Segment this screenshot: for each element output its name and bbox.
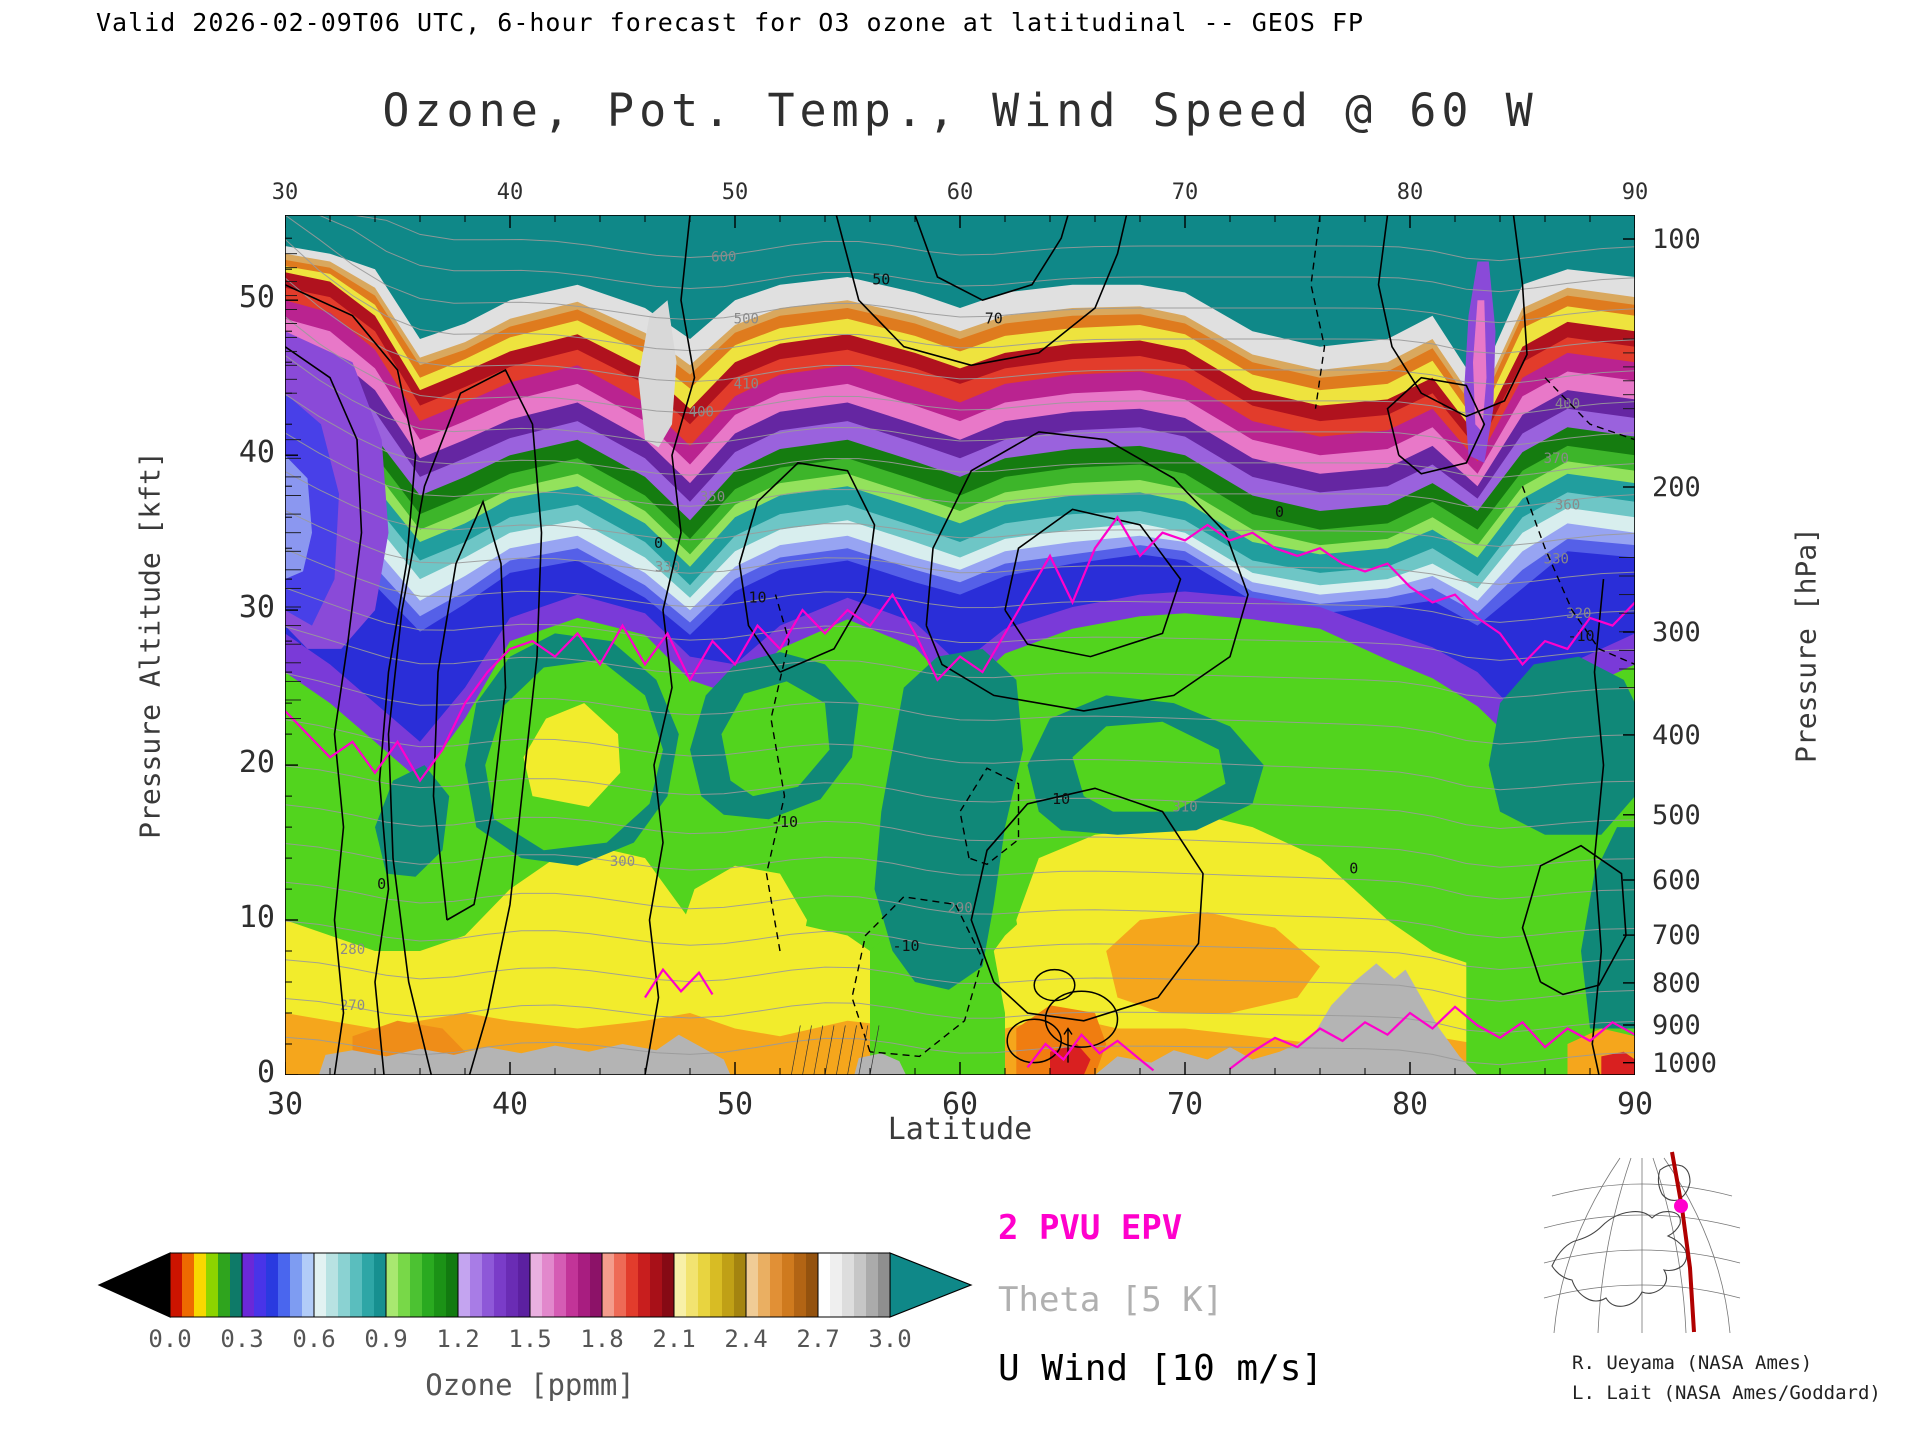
y-right-tick-label: 800: [1652, 967, 1701, 999]
svg-text:70: 70: [985, 310, 1003, 328]
x-axis-tick-label: 40: [491, 1087, 529, 1122]
y-right-tick-label: 700: [1652, 920, 1701, 952]
y-right-tick-label: 200: [1652, 471, 1701, 503]
y-left-tick-label: 30: [238, 590, 275, 626]
svg-text:10: 10: [748, 588, 766, 606]
svg-text:1.5: 1.5: [508, 1325, 551, 1353]
svg-text:3.0: 3.0: [868, 1325, 911, 1353]
svg-text:0: 0: [377, 875, 386, 893]
x-axis-top-tick-label: 70: [1171, 180, 1199, 205]
y-right-tick-label: 400: [1652, 719, 1701, 751]
svg-text:50: 50: [872, 271, 890, 289]
svg-text:2.4: 2.4: [724, 1325, 767, 1353]
svg-text:1.2: 1.2: [436, 1325, 479, 1353]
y-left-axis-title: Pressure Altitude [kft]: [133, 451, 167, 839]
svg-text:400: 400: [689, 404, 714, 420]
x-axis-top-tick-label: 40: [496, 180, 524, 205]
svg-text:0: 0: [654, 534, 663, 552]
y-right-tick-label: 600: [1652, 864, 1701, 896]
hatch-marks: [790, 1025, 1073, 1075]
svg-text:280: 280: [340, 942, 365, 958]
x-axis-tick-label: 90: [1616, 1087, 1654, 1122]
svg-text:330: 330: [1544, 552, 1569, 568]
y-right-tick-label: 900: [1652, 1010, 1701, 1041]
svg-text:2.1: 2.1: [652, 1325, 695, 1353]
svg-text:-10: -10: [892, 937, 919, 955]
svg-text:410: 410: [734, 377, 759, 393]
map-coastlines: [1551, 1164, 1691, 1307]
x-axis-tick-label: 80: [1391, 1087, 1429, 1122]
x-axis-top-tick-label: 80: [1396, 180, 1424, 205]
svg-text:360: 360: [1555, 497, 1580, 513]
y-right-axis-title: Pressure [hPa]: [1789, 526, 1823, 764]
svg-text:290: 290: [947, 900, 972, 916]
y-left-tick-label: 40: [238, 435, 275, 471]
x-axis-top-tick-label: 60: [946, 180, 974, 205]
svg-text:600: 600: [711, 250, 736, 266]
svg-text:10: 10: [1052, 790, 1070, 808]
x-axis-title: Latitude: [887, 1112, 1033, 1147]
legend-u-wind: U Wind [10 m/s]: [998, 1348, 1324, 1389]
x-axis-top-tick-label: 30: [271, 180, 299, 205]
pv-contours: [285, 515, 1635, 1072]
valid-time-header: Valid 2026-02-09T06 UTC, 6-hour forecast…: [96, 8, 1365, 37]
chart-title: Ozone, Pot. Temp., Wind Speed @ 60 W: [382, 84, 1538, 137]
x-axis-tick-label: 50: [716, 1087, 754, 1122]
y-right-tick-label: 100: [1652, 224, 1701, 256]
x-axis-top-tick-label: 50: [721, 180, 749, 205]
y-left-tick-label: 0: [256, 1055, 275, 1090]
svg-text:0: 0: [1349, 860, 1358, 878]
axis-ticks: [285, 215, 1635, 1075]
cross-section-track: [1670, 1151, 1696, 1333]
svg-text:0.0: 0.0: [148, 1325, 191, 1353]
credit-line-1: R. Ueyama (NASA Ames): [1572, 1352, 1813, 1374]
svg-text:0: 0: [1275, 503, 1284, 521]
svg-text:0.6: 0.6: [292, 1325, 335, 1353]
map-inset: [1543, 1151, 1741, 1334]
edge-tick-clusters: [285, 253, 1635, 720]
svg-text:2.7: 2.7: [796, 1325, 839, 1353]
svg-text:270: 270: [340, 998, 365, 1014]
x-axis-tick-label: 70: [1166, 1087, 1204, 1122]
x-axis-top-tick-label: 90: [1621, 180, 1649, 205]
svg-text:310: 310: [1172, 800, 1197, 816]
cross-section-marker-dot: [1674, 1199, 1688, 1213]
svg-text:350: 350: [700, 490, 725, 506]
y-right-tick-label: 1000: [1652, 1047, 1718, 1079]
svg-text:370: 370: [1544, 451, 1569, 467]
y-left-tick-label: 20: [238, 745, 275, 781]
x-axis-tick-label: 30: [266, 1087, 304, 1122]
y-left-tick-label: 10: [238, 900, 275, 936]
svg-text:0.9: 0.9: [364, 1325, 407, 1353]
x-axis-tick-label: 60: [941, 1087, 979, 1122]
svg-text:400: 400: [1555, 397, 1580, 413]
colorbar: 0.0 0.3 0.6 0.9 1.2 1.5 1.8 2.1 2.4 2.7 3.0: [97, 1252, 973, 1353]
svg-text:0.3: 0.3: [220, 1325, 263, 1353]
colorbar-title: Ozone [ppmm]: [425, 1368, 635, 1402]
svg-text:300: 300: [610, 854, 635, 870]
y-right-tick-label: 300: [1652, 617, 1701, 649]
svg-text:-10: -10: [771, 813, 798, 831]
legend-pv-epv: 2 PVU EPV: [998, 1208, 1183, 1248]
map-graticule: [1543, 1157, 1741, 1334]
y-left-tick-label: 50: [238, 280, 275, 316]
ozone-patches: [285, 261, 1635, 1075]
svg-text:330: 330: [655, 559, 680, 575]
svg-text:1.8: 1.8: [580, 1325, 623, 1353]
credit-line-2: L. Lait (NASA Ames/Goddard): [1572, 1382, 1881, 1404]
svg-text:500: 500: [734, 312, 759, 328]
y-right-tick-label: 500: [1652, 799, 1701, 831]
legend-theta: Theta [5 K]: [998, 1280, 1224, 1320]
